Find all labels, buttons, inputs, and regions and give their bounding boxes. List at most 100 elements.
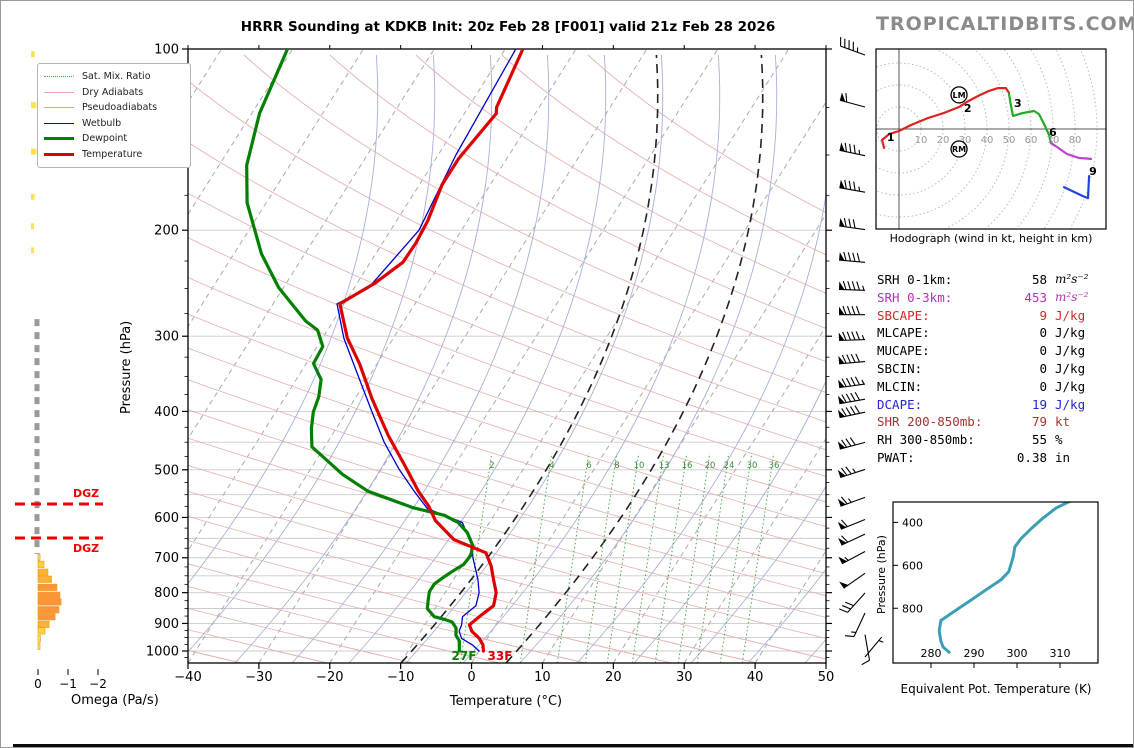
legend-label: Dry Adiabats [82, 86, 144, 98]
legend-label: Dewpoint [82, 133, 128, 145]
svg-text:100: 100 [154, 43, 179, 58]
stats-panel: SRH 0-1km: 58 m²s⁻² SRH 0-3km: 453 m²s⁻² SBCAP… [877, 272, 1133, 472]
hodograph-panel: 10 20 30 40 50 60 70 80 1 2 3 6 9 LM RM [875, 48, 1107, 230]
svg-text:DGZ: DGZ [73, 487, 99, 500]
stat-unit: m²s⁻² [1055, 289, 1089, 304]
legend-item-4: Dewpoint [44, 131, 182, 147]
omega-bar [37, 635, 41, 643]
svg-text:30: 30 [959, 135, 972, 146]
svg-text:30: 30 [747, 461, 758, 471]
omega-bar [37, 613, 56, 621]
dgz-markers: DGZ DGZ [15, 487, 103, 555]
stats-row-mlcin: MLCIN: 0 J/kg [877, 378, 1133, 397]
thetae-panel: 400 600 800 280 290 300 310 [892, 501, 1099, 668]
wind-barb [839, 142, 866, 157]
legend-item-1: Dry Adiabats [44, 85, 182, 101]
stat-value: 0.38 [1016, 450, 1047, 465]
legend-item-0: Sat. Mix. Ratio [44, 69, 182, 85]
legend-item-5: Temperature [44, 147, 182, 163]
wind-barb [839, 218, 866, 231]
stat-value: 9 [1039, 307, 1047, 323]
hodo-segment-6-9 [1049, 142, 1093, 160]
svg-text:−10: −10 [387, 670, 414, 685]
skewt-frame [187, 48, 827, 664]
svg-text:4: 4 [549, 461, 554, 471]
svg-text:36: 36 [769, 461, 780, 471]
svg-text:−20: −20 [316, 670, 343, 685]
omega-upper-mark [31, 148, 37, 155]
stat-value: 0 [1039, 378, 1047, 394]
skewt-background [188, 49, 826, 663]
stat-value: 0 [1039, 325, 1047, 341]
stat-value: 453 [1024, 289, 1047, 305]
omega-upper-mark [31, 223, 34, 230]
svg-text:13: 13 [659, 461, 670, 471]
svg-text:−2: −2 [89, 677, 107, 691]
svg-text:70: 70 [1047, 135, 1060, 146]
svg-text:600: 600 [902, 559, 923, 572]
stat-label: SRH 0-1km: [877, 272, 953, 287]
svg-text:1000: 1000 [146, 645, 179, 660]
omega-upper-mark [31, 51, 35, 58]
profile-dewpoint [245, 49, 475, 653]
wind-barb [838, 280, 866, 291]
svg-text:LM: LM [953, 91, 966, 100]
legend-line-sample [44, 91, 74, 93]
svg-text:6: 6 [586, 461, 591, 471]
thetae-xaxis-label: Equivalent Pot. Temperature (K) [900, 682, 1092, 696]
svg-text:2: 2 [489, 461, 494, 471]
stat-unit: % [1055, 432, 1063, 448]
omega-upper-mark [31, 247, 34, 254]
skewt-ticks [182, 45, 832, 669]
stat-value: 55 [1031, 432, 1047, 448]
stat-unit: kt [1055, 414, 1071, 430]
mixing-ratio-labels: 2 4 6 8 10 13 16 20 24 30 36 [489, 461, 779, 471]
hodograph-height-labels: 1 2 3 6 9 [887, 97, 1097, 178]
hodo-marker-RM [950, 140, 968, 158]
svg-text:−40: −40 [174, 670, 201, 685]
svg-text:50: 50 [1003, 135, 1016, 146]
svg-text:900: 900 [154, 617, 179, 632]
stats-row-sbcin: SBCIN: 0 J/kg [877, 361, 1133, 379]
stats-row-mlcape: MLCAPE: 0 J/kg [877, 325, 1133, 343]
bottom-bar [13, 744, 1133, 747]
stat-value: 79 [1031, 414, 1047, 430]
svg-text:700: 700 [154, 551, 179, 566]
skewt-pressure-tick-labels: 100 200 300 400 500 600 700 800 900 1000 [146, 43, 179, 660]
svg-text:−1: −1 [59, 677, 77, 691]
hodo-segment-0-3 [881, 87, 1011, 149]
wind-barb [864, 636, 884, 658]
wind-barb [837, 437, 866, 450]
svg-text:9: 9 [1089, 165, 1097, 178]
stat-unit: m²s⁻² [1055, 272, 1089, 286]
svg-text:27F: 27F [452, 649, 477, 663]
wind-barb [839, 179, 866, 193]
svg-text:60: 60 [1025, 135, 1038, 146]
svg-text:310: 310 [1050, 647, 1071, 660]
wind-barb [838, 533, 866, 546]
omega-panel [31, 51, 62, 650]
stat-value: 0 [1039, 343, 1047, 359]
wind-barb [839, 572, 866, 589]
page-title: HRRR Sounding at KDKB Init: 20z Feb 28 [… [240, 19, 776, 35]
omega-bar [37, 560, 45, 568]
wind-barb [839, 251, 866, 263]
hodo-segment-3-6 [1007, 92, 1053, 145]
svg-text:400: 400 [902, 516, 923, 529]
svg-text:3: 3 [1014, 97, 1022, 110]
stats-row-srh-0-3km: SRH 0-3km: 453 m²s⁻² [877, 289, 1133, 308]
hodo-segment-9-12 [1062, 175, 1091, 200]
svg-text:40: 40 [981, 135, 994, 146]
stat-unit: J/kg [1055, 361, 1086, 376]
wind-barb [838, 376, 866, 389]
wind-barb [839, 92, 866, 108]
omega-bar [37, 620, 50, 628]
legend-line-sample [44, 76, 74, 78]
stat-unit: J/kg [1055, 343, 1086, 359]
stat-label: MLCIN: [877, 378, 923, 394]
wind-barb [839, 592, 866, 613]
skewt-profiles [245, 49, 525, 653]
svg-text:200: 200 [154, 224, 179, 239]
svg-text:800: 800 [154, 586, 179, 601]
